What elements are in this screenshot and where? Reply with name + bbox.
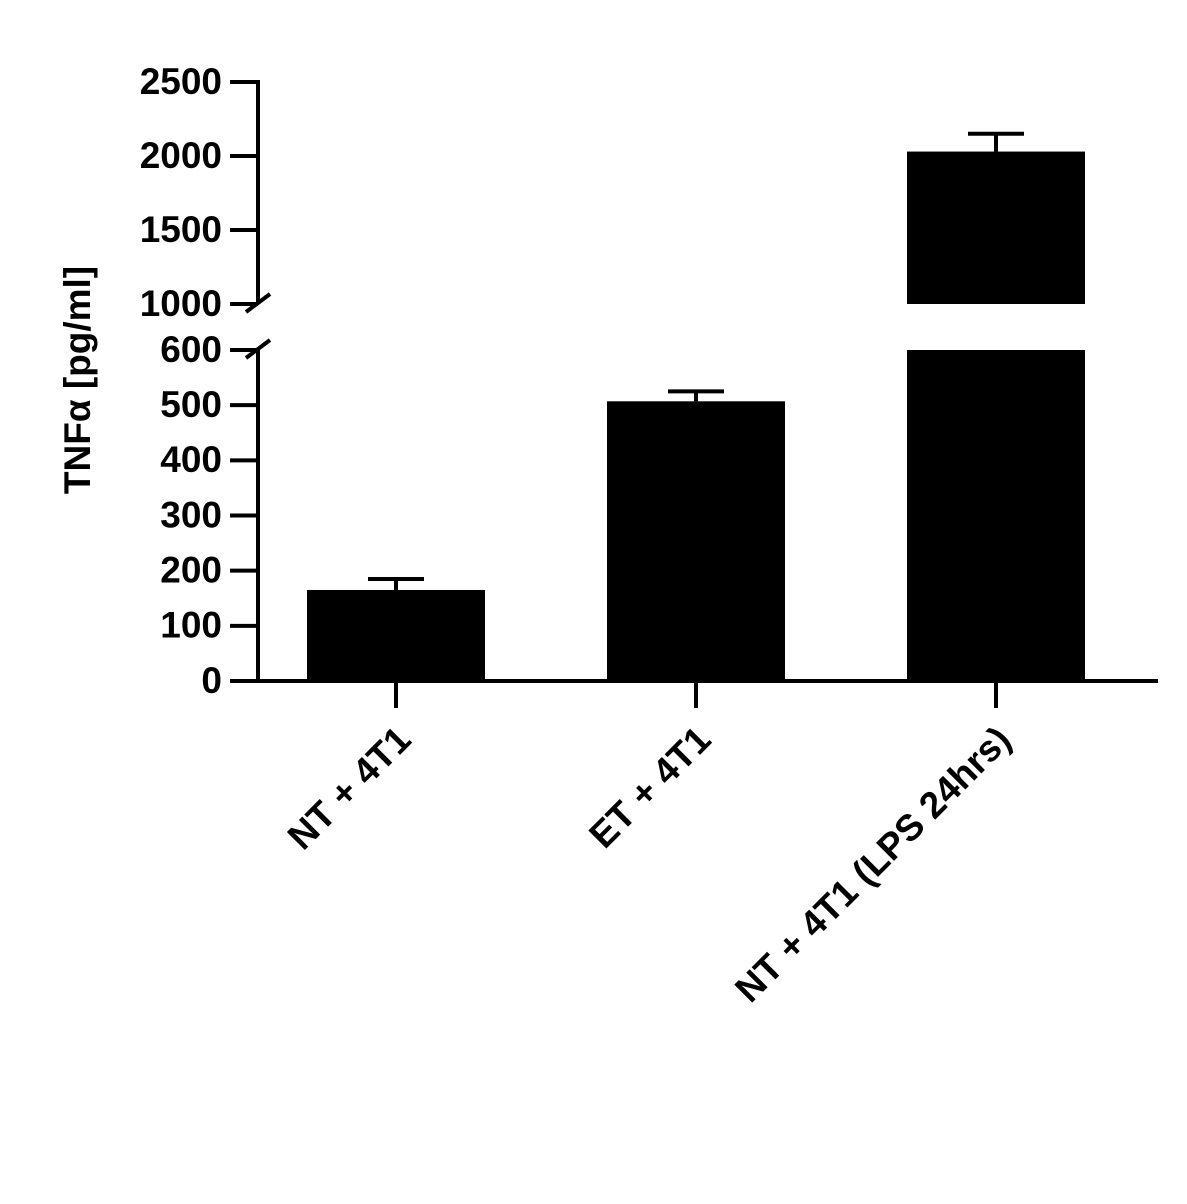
bar — [907, 350, 1085, 681]
y-axis-label: TNFα [pg/ml] — [57, 266, 98, 494]
bar — [607, 401, 785, 681]
y-tick-label: 300 — [160, 494, 222, 535]
y-tick-label: 100 — [160, 605, 222, 646]
y-tick-label: 500 — [160, 384, 222, 425]
y-tick-label: 2500 — [140, 61, 222, 102]
bar — [907, 151, 1085, 304]
y-tick-label: 2000 — [140, 135, 222, 176]
y-tick-label: 1000 — [140, 283, 222, 324]
y-tick-label: 400 — [160, 439, 222, 480]
y-tick-label: 600 — [160, 329, 222, 370]
bar — [307, 589, 485, 681]
y-tick-label: 1500 — [140, 209, 222, 250]
y-tick-label: 0 — [201, 660, 222, 701]
y-tick-label: 200 — [160, 549, 222, 590]
